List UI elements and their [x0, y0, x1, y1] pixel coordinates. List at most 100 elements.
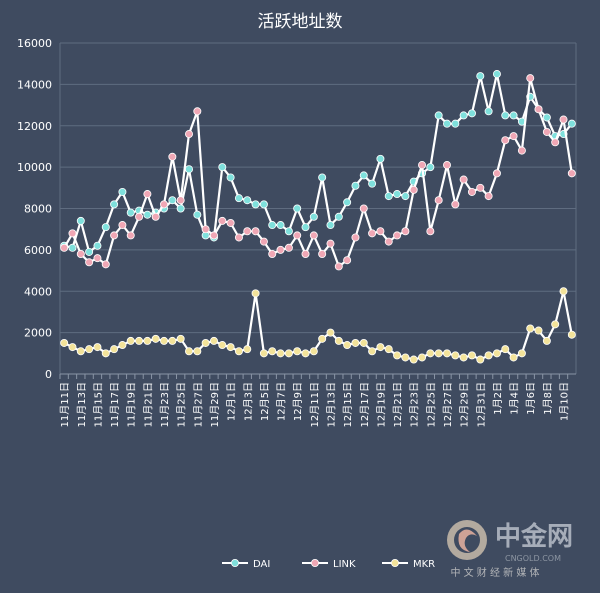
data-point — [101, 260, 110, 269]
data-point — [293, 347, 302, 356]
data-point — [534, 326, 543, 335]
data-point — [309, 212, 318, 221]
legend-label: MKR — [413, 559, 435, 570]
data-point — [459, 175, 468, 184]
data-point — [76, 216, 85, 225]
data-point — [118, 341, 127, 350]
data-point — [442, 349, 451, 358]
x-tick-label: 1月8日 — [542, 382, 554, 415]
legend-marker — [230, 559, 239, 568]
data-point — [318, 173, 327, 182]
data-point — [110, 231, 119, 240]
data-point — [135, 212, 144, 221]
x-tick-label: 12月27日 — [442, 382, 454, 427]
data-point — [334, 336, 343, 345]
data-point — [268, 250, 277, 259]
data-point — [368, 347, 377, 356]
data-point — [276, 245, 285, 254]
data-point — [484, 192, 493, 201]
data-point — [218, 216, 227, 225]
data-point — [293, 204, 302, 213]
data-point — [467, 109, 476, 118]
data-point — [351, 338, 360, 347]
legend: DAI LINK MKR — [222, 559, 435, 570]
data-point — [501, 345, 510, 354]
x-tick-label: 1月6日 — [525, 382, 537, 415]
data-point — [143, 336, 152, 345]
series-dai — [60, 70, 576, 256]
data-point — [193, 210, 202, 219]
data-point — [459, 353, 468, 362]
data-point — [418, 161, 427, 170]
data-point — [542, 113, 551, 122]
data-point — [243, 345, 252, 354]
legend-label: DAI — [253, 559, 270, 570]
watermark: 中金网 CNGOLD.COM 中 文 财 经 新 媒 体 — [447, 520, 573, 579]
data-point — [559, 115, 568, 124]
data-point — [368, 179, 377, 188]
data-point — [318, 250, 327, 259]
data-point — [193, 347, 202, 356]
data-point — [284, 227, 293, 236]
data-point — [534, 105, 543, 114]
data-point — [93, 241, 102, 250]
x-axis: 11月11日 11月13日 11月15日 11月17日 11月19日 11月21日 11月2… — [59, 374, 571, 427]
y-tick-label: 14000 — [17, 78, 52, 91]
data-point — [401, 227, 410, 236]
data-point — [85, 345, 94, 354]
data-point — [93, 343, 102, 352]
data-point — [476, 183, 485, 192]
data-point — [85, 247, 94, 256]
data-point — [542, 127, 551, 136]
x-tick-label: 12月13日 — [325, 382, 337, 427]
data-point — [434, 196, 443, 205]
x-tick-label: 12月31日 — [475, 382, 487, 427]
watermark-domain: CNGOLD.COM — [505, 554, 561, 563]
data-point — [418, 353, 427, 362]
data-point — [268, 221, 277, 230]
data-point — [135, 336, 144, 345]
data-point — [451, 351, 460, 360]
x-tick-label: 12月5日 — [259, 382, 271, 421]
data-point — [76, 250, 85, 259]
data-point — [160, 336, 169, 345]
data-point — [218, 163, 227, 172]
grid-lines — [59, 42, 577, 375]
legend-item: MKR — [382, 559, 435, 570]
x-tick-label: 11月19日 — [126, 382, 138, 427]
legend-item: LINK — [302, 559, 356, 570]
data-point — [351, 233, 360, 242]
data-point — [68, 229, 77, 238]
data-point — [492, 349, 501, 358]
data-point — [184, 165, 193, 174]
data-point — [68, 343, 77, 352]
data-point — [517, 349, 526, 358]
data-point — [93, 254, 102, 263]
data-point — [201, 338, 210, 347]
x-tick-label: 11月29日 — [209, 382, 221, 427]
data-point — [143, 190, 152, 199]
data-point — [85, 258, 94, 267]
data-point — [101, 349, 110, 358]
series-mkr — [60, 287, 576, 364]
data-point — [501, 111, 510, 120]
chart-title: 活跃地址数 — [258, 12, 343, 32]
data-point — [384, 192, 393, 201]
y-tick-label: 10000 — [17, 161, 52, 174]
legend-item: DAI — [222, 559, 270, 570]
x-tick-label: 11月21日 — [142, 382, 154, 427]
data-point — [276, 349, 285, 358]
x-tick-label: 11月25日 — [176, 382, 188, 427]
data-point — [467, 187, 476, 196]
x-tick-label: 1月2日 — [492, 382, 504, 415]
y-tick-label: 0 — [45, 368, 52, 381]
data-point — [284, 243, 293, 252]
y-tick-label: 16000 — [17, 37, 52, 50]
data-point — [151, 212, 160, 221]
data-point — [293, 231, 302, 240]
data-point — [326, 239, 335, 248]
data-point — [393, 190, 402, 199]
watermark-subtitle: 中 文 财 经 新 媒 体 — [450, 566, 539, 579]
data-point — [193, 107, 202, 116]
data-point — [226, 343, 235, 352]
